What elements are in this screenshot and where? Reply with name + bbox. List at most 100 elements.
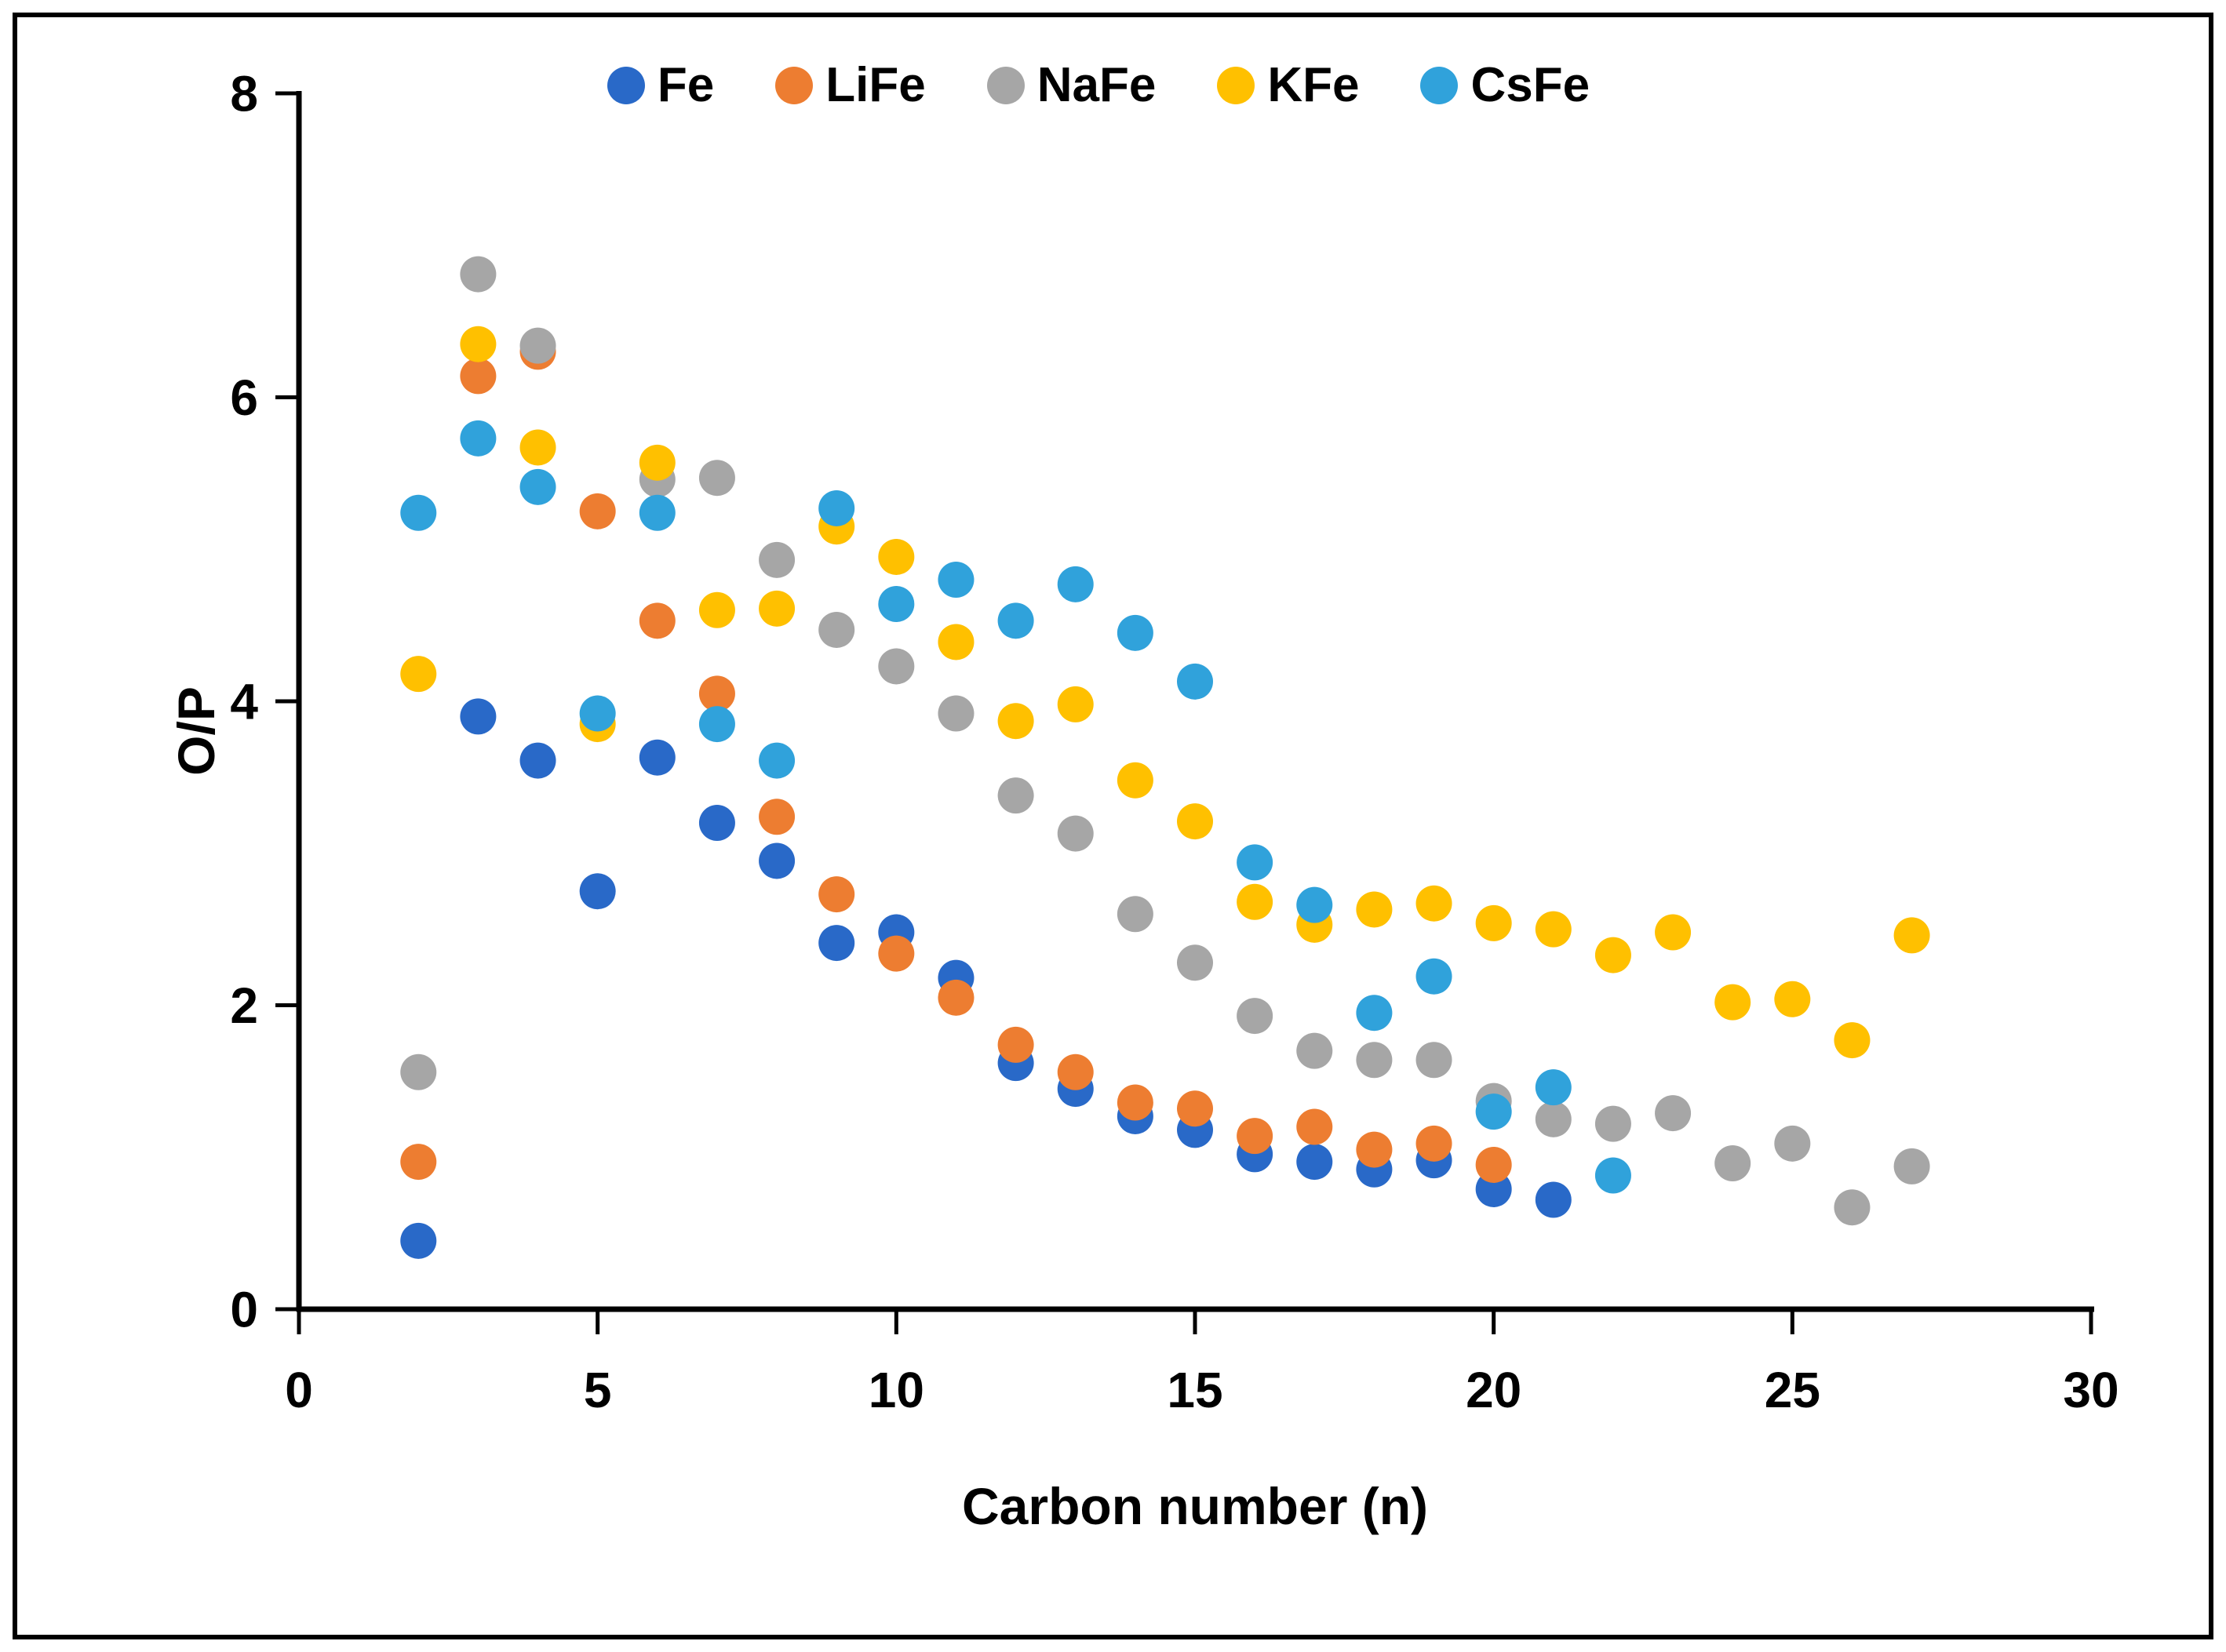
data-point-KFe-n14 (1117, 762, 1153, 799)
data-point-CsFe-n9 (818, 489, 855, 526)
data-point-KFe-n8 (759, 590, 796, 627)
data-point-NaFe-n9 (818, 611, 855, 648)
y-tick-label-8: 8 (230, 65, 258, 122)
data-point-KFe-n11 (938, 624, 975, 660)
data-point-CsFe-n3 (460, 420, 497, 457)
data-point-LiFe-n11 (938, 979, 975, 1016)
data-point-CsFe-n15 (1177, 663, 1213, 700)
y-tick-label-0: 0 (230, 1281, 258, 1337)
data-point-LiFe-n20 (1475, 1146, 1512, 1183)
data-point-CsFe-n20 (1475, 1093, 1512, 1130)
data-point-Fe-n8 (759, 842, 796, 879)
data-point-NaFe-n3 (460, 256, 497, 293)
legend-label: NaFe (1036, 58, 1157, 112)
data-point-NaFe-n21 (1535, 1101, 1572, 1137)
data-point-Fe-n3 (460, 698, 497, 735)
y-axis-title: O/P (167, 686, 225, 776)
legend-item-LiFe: LiFe (775, 61, 926, 110)
legend-marker-icon-KFe (1217, 67, 1255, 104)
data-point-NaFe-n8 (759, 541, 796, 578)
x-tick-label-0: 0 (285, 1362, 313, 1418)
x-tick-label-30: 30 (2063, 1362, 2119, 1418)
y-tick-label-4: 4 (230, 673, 258, 730)
legend-marker-icon-CsFe (1420, 67, 1459, 104)
legend-label: KFe (1267, 58, 1360, 112)
data-point-NaFe-n26 (1834, 1189, 1871, 1226)
legend-marker-icon-NaFe (986, 67, 1025, 104)
data-point-CsFe-n11 (938, 562, 975, 598)
data-point-NaFe-n19 (1415, 1042, 1452, 1079)
data-point-LiFe-n3 (460, 358, 497, 395)
data-point-Fe-n4 (519, 742, 556, 779)
legend-label: CsFe (1470, 58, 1590, 112)
data-point-NaFe-n7 (698, 460, 735, 497)
data-point-Fe-n9 (818, 925, 855, 962)
data-point-NaFe-n22 (1594, 1105, 1631, 1142)
chart-legend: Fe LiFe NaFe KFe CsFe (0, 61, 2197, 110)
data-point-KFe-n4 (519, 429, 556, 466)
legend-marker-icon-Fe (607, 67, 645, 104)
data-point-LiFe-n7 (698, 675, 735, 712)
data-point-LiFe-n16 (1237, 1118, 1273, 1155)
data-point-LiFe-n6 (639, 602, 676, 639)
data-point-Fe-n2 (400, 1222, 437, 1259)
data-point-NaFe-n4 (519, 327, 556, 364)
data-point-CsFe-n18 (1356, 995, 1393, 1032)
legend-item-KFe: KFe (1217, 61, 1359, 110)
data-point-KFe-n13 (1057, 686, 1094, 722)
data-point-CsFe-n16 (1237, 844, 1273, 881)
legend-item-NaFe: NaFe (986, 58, 1157, 112)
data-point-LiFe-n12 (997, 1026, 1034, 1063)
data-point-KFe-n16 (1237, 883, 1273, 920)
x-tick-label-20: 20 (1466, 1362, 1521, 1418)
legend-label: Fe (657, 58, 715, 112)
x-tick-label-25: 25 (1765, 1362, 1820, 1418)
data-point-NaFe-n15 (1177, 944, 1213, 981)
data-point-LiFe-n14 (1117, 1084, 1153, 1121)
data-point-KFe-n18 (1356, 891, 1393, 928)
legend-marker-icon-LiFe (775, 67, 814, 104)
data-point-LiFe-n18 (1356, 1131, 1393, 1168)
data-point-CsFe-n5 (579, 695, 616, 732)
data-point-NaFe-n14 (1117, 896, 1153, 933)
data-point-NaFe-n24 (1714, 1145, 1751, 1181)
data-point-CsFe-n13 (1057, 566, 1094, 602)
data-point-CsFe-n19 (1415, 958, 1452, 995)
x-tick-label-5: 5 (584, 1362, 612, 1418)
data-point-LiFe-n2 (400, 1144, 437, 1181)
x-tick-label-15: 15 (1167, 1362, 1222, 1418)
data-point-NaFe-n25 (1774, 1125, 1811, 1162)
data-point-KFe-n21 (1535, 911, 1572, 948)
data-point-CsFe-n4 (519, 468, 556, 505)
data-point-KFe-n25 (1774, 981, 1811, 1017)
data-point-KFe-n20 (1475, 904, 1512, 941)
data-point-NaFe-n17 (1296, 1032, 1333, 1069)
data-point-KFe-n7 (698, 591, 735, 628)
data-point-KFe-n27 (1893, 917, 1930, 954)
data-point-Fe-n17 (1296, 1144, 1333, 1181)
data-point-CsFe-n7 (698, 706, 735, 743)
data-point-LiFe-n15 (1177, 1090, 1213, 1127)
data-point-LiFe-n19 (1415, 1125, 1452, 1162)
data-point-CsFe-n14 (1117, 614, 1153, 651)
data-point-KFe-n22 (1594, 937, 1631, 973)
data-point-Fe-n7 (698, 805, 735, 841)
data-point-Fe-n21 (1535, 1181, 1572, 1218)
data-point-KFe-n2 (400, 656, 437, 693)
data-point-CsFe-n22 (1594, 1157, 1631, 1194)
data-point-NaFe-n27 (1893, 1148, 1930, 1184)
data-point-LiFe-n13 (1057, 1053, 1094, 1090)
data-point-CsFe-n12 (997, 602, 1034, 639)
data-point-LiFe-n10 (878, 935, 915, 972)
data-point-KFe-n3 (460, 326, 497, 362)
data-point-KFe-n6 (639, 444, 676, 481)
data-point-NaFe-n18 (1356, 1042, 1393, 1079)
data-point-NaFe-n23 (1655, 1095, 1692, 1132)
legend-item-Fe: Fe (607, 61, 714, 110)
data-point-KFe-n19 (1415, 885, 1452, 922)
data-point-KFe-n23 (1655, 914, 1692, 951)
data-point-LiFe-n8 (759, 799, 796, 835)
data-point-NaFe-n12 (997, 777, 1034, 814)
data-point-LiFe-n5 (579, 493, 616, 529)
